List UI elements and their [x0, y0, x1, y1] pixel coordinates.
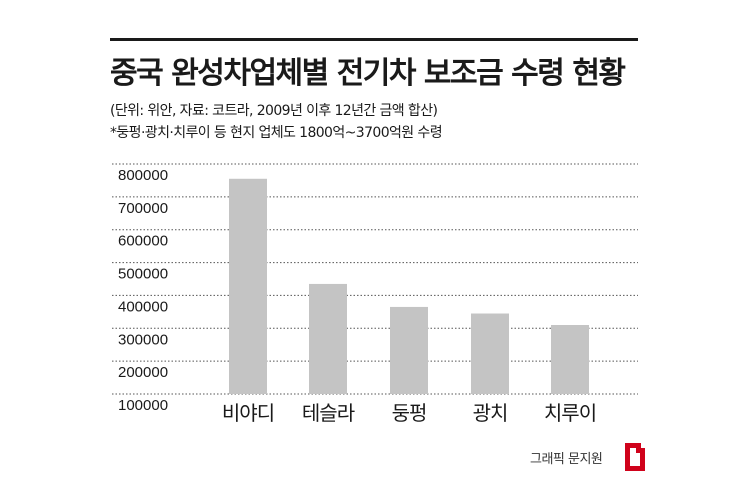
bar-1 — [229, 178, 267, 394]
brand-logo-icon — [625, 443, 645, 471]
y-tick-label: 400000 — [118, 298, 168, 315]
bars — [229, 178, 589, 394]
y-tick-label: 100000 — [118, 397, 168, 414]
y-tick-labels: 800000 700000 600000 500000 400000 300000 2000… — [118, 167, 168, 414]
y-tick-label: 800000 — [118, 167, 168, 184]
bar-4 — [471, 313, 509, 394]
y-tick-label: 200000 — [118, 364, 168, 381]
bar-2 — [309, 283, 347, 394]
category-label: 비야디 — [222, 401, 274, 425]
graphic-credit: 그래픽 문지원 — [530, 452, 603, 467]
y-tick-label: 600000 — [118, 233, 168, 250]
bar-3 — [390, 306, 428, 394]
category-label: 테슬라 — [302, 401, 355, 425]
chart-title: 중국 완성차업체별 전기차 보조금 수령 현황 — [110, 56, 626, 91]
bar-5 — [551, 325, 589, 394]
title-top-rule — [110, 38, 638, 41]
category-label: 광치 — [473, 401, 508, 425]
category-labels: 비야디 테슬라 둥펑 광치 치루이 — [222, 401, 597, 425]
category-label: 치루이 — [544, 401, 596, 425]
chart-note: *둥펑·광치·치루이 등 현지 업체도 1800억~3700억원 수령 — [110, 125, 443, 141]
y-tick-label: 500000 — [118, 266, 168, 283]
gridlines — [112, 163, 638, 395]
category-label: 둥펑 — [392, 401, 427, 425]
y-tick-label: 300000 — [118, 331, 168, 348]
y-tick-label: 700000 — [118, 200, 168, 217]
chart-subtitle: (단위: 위안, 자료: 코트라, 2009년 이후 12년간 금액 합산) — [110, 103, 438, 119]
